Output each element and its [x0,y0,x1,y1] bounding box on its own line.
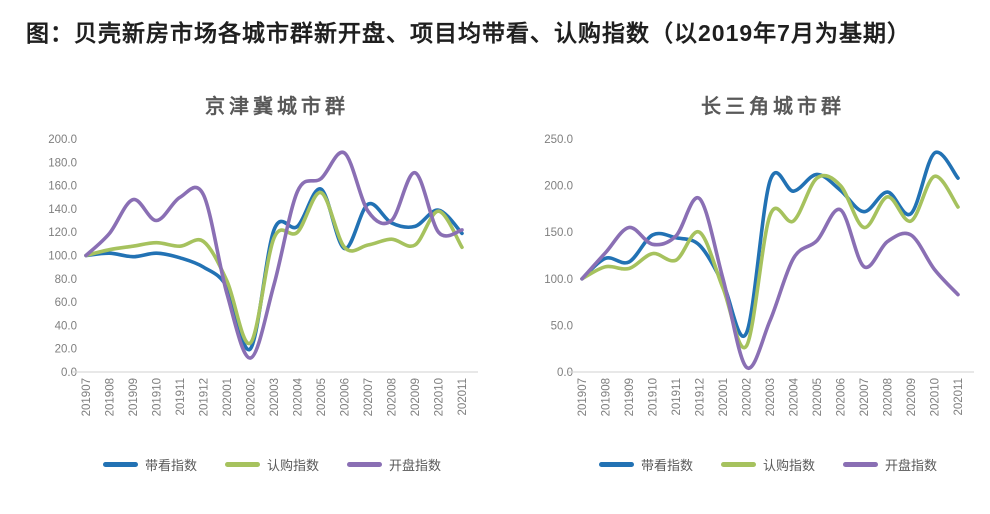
x-tick-label: 202009 [410,378,422,416]
y-tick-label: 60.0 [55,297,77,309]
x-tick-label: 202003 [269,378,281,416]
subscription-index-line [580,173,960,350]
chart-changsanjiao: 长三角城市群 0.0 50.0 100.0 150.0 200.0 250.0 201907… [522,90,984,474]
y-tick-label: 250.0 [544,134,573,146]
legend: 带看指数 认购指数 开盘指数 [522,455,984,474]
legend-item-opening-index: 开盘指数 [347,455,441,474]
x-tick-label: 201912 [199,378,211,416]
x-tick-label: 202007 [363,378,375,416]
legend: 带看指数 认购指数 开盘指数 [26,455,488,474]
chart-title: 京津冀城市群 [205,96,349,118]
y-tick-label: 100.0 [48,251,77,263]
y-tick-label: 40.0 [55,320,77,332]
legend-item-tour-index: 带看指数 [598,455,693,474]
y-tick-label: 180.0 [48,157,77,169]
x-tick-label: 202007 [859,378,871,416]
x-tick-label: 201910 [152,378,164,416]
x-tick-label: 201908 [105,378,117,416]
x-tick-label: 202011 [457,378,469,416]
x-tick-label: 201907 [577,378,589,416]
legend-item-subscription-index: 认购指数 [224,455,319,474]
tour-index-legend-swatch [598,462,634,467]
subscription-index-legend-swatch [720,462,756,467]
x-tick-label: 201907 [81,378,93,416]
x-tick-label: 201911 [671,378,683,416]
chart-jingjinji: 京津冀城市群 0.0 20.0 40.0 60.0 80.0 100.0 120.0 140.… [26,90,488,474]
x-tick-label: 201909 [128,378,140,416]
charts-row: 京津冀城市群 0.0 20.0 40.0 60.0 80.0 100.0 120.0 140.… [26,90,978,474]
y-tick-label: 200.0 [544,181,573,193]
y-tick-label: 100.0 [544,274,573,286]
chart-title: 长三角城市群 [701,96,845,118]
x-tick-label: 201912 [695,378,707,416]
x-tick-label: 202006 [836,378,848,416]
x-tick-label: 202004 [293,377,305,416]
y-tick-label: 80.0 [55,274,77,286]
line-plot: 0.0 50.0 100.0 150.0 200.0 250.0 201907 201908 2… [544,134,974,416]
line-plot: 0.0 20.0 40.0 60.0 80.0 100.0 120.0 140.0 160.0 1… [48,134,478,416]
figure-title: 图：贝壳新房市场各城市群新开盘、项目均带看、认购指数（以2019年7月为基期） [26,20,911,46]
y-tick-label: 0.0 [61,367,77,379]
legend-item-subscription-index: 认购指数 [720,455,815,474]
y-tick-label: 20.0 [55,344,77,356]
legend-label: 认购指数 [762,458,815,473]
opening-index-line [84,150,464,360]
opening-index-line [580,196,960,370]
x-tick-label: 201908 [601,378,613,416]
y-tick-label: 200.0 [48,134,77,146]
x-tick-label: 201910 [648,378,660,416]
x-tick-label: 202001 [718,378,730,416]
x-tick-label: 202009 [906,378,918,416]
y-tick-label: 120.0 [48,227,77,239]
subscription-index-line [84,190,464,346]
x-tick-label: 202002 [246,378,258,416]
y-tick-label: 0.0 [557,367,573,379]
opening-index-legend-swatch [843,462,878,467]
legend-label: 带看指数 [640,458,693,473]
x-tick-label: 202010 [434,378,446,416]
subscription-index-legend-swatch [224,462,260,467]
x-tick-label: 202001 [222,378,234,416]
x-tick-label: 202005 [812,378,824,416]
opening-index-legend-swatch [347,462,382,467]
legend-label: 开盘指数 [885,458,938,473]
x-tick-label: 202008 [387,378,399,416]
y-tick-label: 150.0 [544,227,573,239]
x-tick-label: 202002 [742,378,754,416]
x-tick-label: 202008 [883,378,895,416]
x-tick-label: 202003 [765,378,777,416]
x-tick-label: 201909 [624,378,636,416]
x-tick-label: 202006 [340,378,352,416]
legend-item-tour-index: 带看指数 [102,455,197,474]
tour-index-line [84,187,464,352]
tour-index-line [580,150,960,338]
x-tick-label: 201911 [175,378,187,416]
legend-item-opening-index: 开盘指数 [843,455,937,474]
x-tick-label: 202005 [316,378,328,416]
x-tick-label: 202010 [930,378,942,416]
legend-label: 开盘指数 [389,458,442,473]
x-tick-label: 202004 [789,377,801,416]
legend-label: 认购指数 [266,458,319,473]
y-tick-label: 50.0 [551,320,573,332]
x-tick-label: 202011 [953,378,965,416]
tour-index-legend-swatch [102,462,138,467]
legend-label: 带看指数 [144,458,197,473]
y-tick-label: 140.0 [48,204,77,216]
y-tick-label: 160.0 [48,181,77,193]
